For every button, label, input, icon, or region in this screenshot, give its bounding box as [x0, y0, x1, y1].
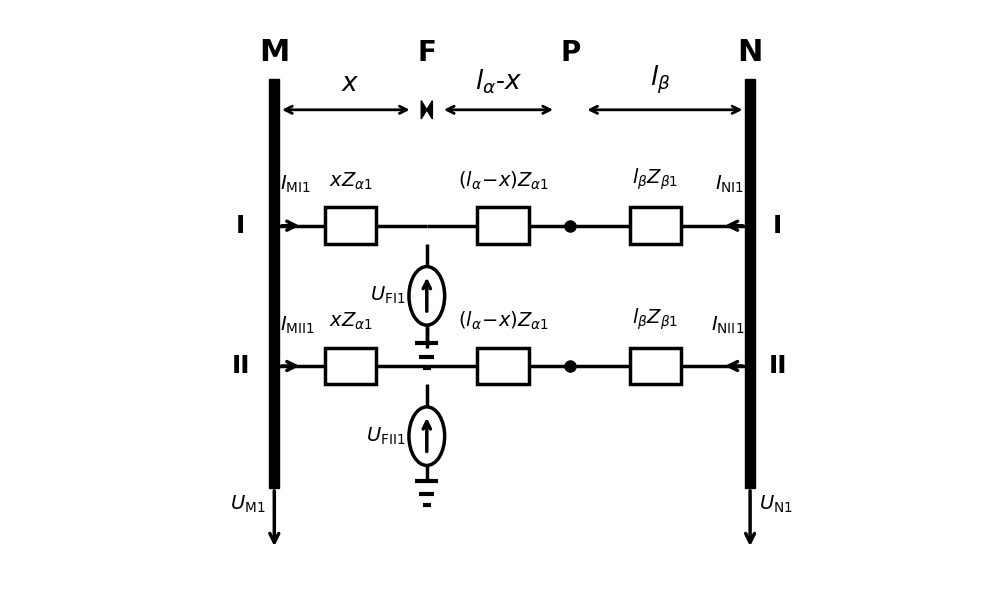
Text: $xZ_{\alpha 1}$: $xZ_{\alpha 1}$	[329, 171, 372, 192]
Text: $U_{\mathrm{N1}}$: $U_{\mathrm{N1}}$	[759, 494, 793, 515]
FancyBboxPatch shape	[325, 348, 376, 384]
Text: $x$: $x$	[341, 71, 360, 96]
Text: II: II	[768, 354, 787, 378]
Text: $l_{\alpha}$-$x$: $l_{\alpha}$-$x$	[475, 68, 522, 96]
Text: $I_{\mathrm{MI1}}$: $I_{\mathrm{MI1}}$	[280, 174, 311, 195]
FancyBboxPatch shape	[630, 207, 681, 244]
FancyBboxPatch shape	[325, 207, 376, 244]
Polygon shape	[427, 101, 432, 119]
Text: $l_{\beta}$: $l_{\beta}$	[650, 64, 670, 96]
Text: I: I	[236, 214, 245, 238]
Text: II: II	[232, 354, 250, 378]
FancyBboxPatch shape	[477, 207, 529, 244]
Text: N: N	[737, 38, 763, 67]
Text: $I_{\mathrm{NI1}}$: $I_{\mathrm{NI1}}$	[715, 174, 744, 195]
Text: P: P	[560, 39, 580, 67]
Text: $xZ_{\alpha 1}$: $xZ_{\alpha 1}$	[329, 311, 372, 332]
Text: $U_{\mathrm{FI1}}$: $U_{\mathrm{FI1}}$	[370, 285, 406, 306]
Text: $(l_{\alpha}\!-\!x)Z_{\alpha 1}$: $(l_{\alpha}\!-\!x)Z_{\alpha 1}$	[458, 170, 549, 192]
Text: $(l_{\alpha}\!-\!x)Z_{\alpha 1}$: $(l_{\alpha}\!-\!x)Z_{\alpha 1}$	[458, 310, 549, 332]
Bar	[745, 79, 755, 488]
Text: $l_{\beta}Z_{\beta 1}$: $l_{\beta}Z_{\beta 1}$	[632, 167, 679, 192]
Polygon shape	[421, 101, 427, 119]
Text: F: F	[417, 39, 436, 67]
Text: $I_{\mathrm{MII1}}$: $I_{\mathrm{MII1}}$	[280, 314, 315, 336]
Text: $l_{\beta}Z_{\beta 1}$: $l_{\beta}Z_{\beta 1}$	[632, 307, 679, 332]
Text: I: I	[773, 214, 782, 238]
Text: $I_{\mathrm{NII1}}$: $I_{\mathrm{NII1}}$	[711, 314, 744, 336]
FancyBboxPatch shape	[630, 348, 681, 384]
FancyBboxPatch shape	[477, 348, 529, 384]
Text: M: M	[259, 38, 289, 67]
Text: $U_{\mathrm{M1}}$: $U_{\mathrm{M1}}$	[230, 494, 265, 515]
Bar	[269, 79, 279, 488]
Text: $U_{\mathrm{FII1}}$: $U_{\mathrm{FII1}}$	[366, 426, 406, 447]
